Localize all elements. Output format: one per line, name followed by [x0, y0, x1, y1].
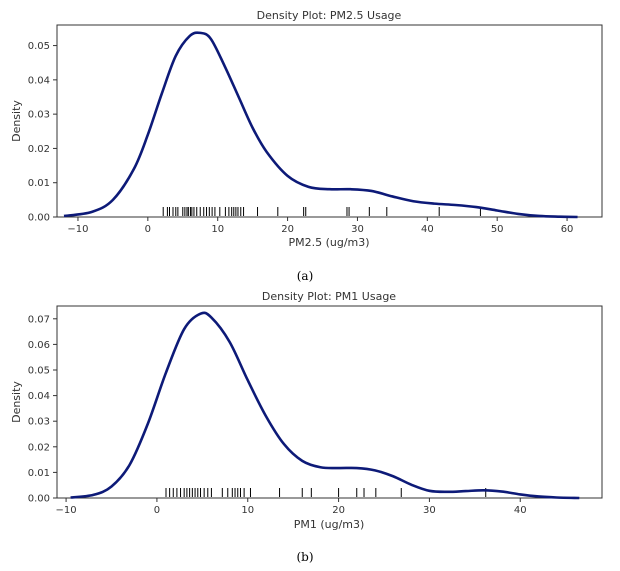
x-tick-label: 40	[514, 505, 527, 516]
rug-marks	[162, 207, 481, 216]
density-chart-pm1: Density Plot: PM1 Usage 0.00 0.01 0.02 0.03…	[10, 290, 603, 564]
y-tick-label: 0.01	[28, 178, 50, 189]
y-axis-label: Density	[10, 381, 23, 423]
y-tick-label: 0.03	[28, 110, 50, 121]
chart-title: Density Plot: PM1 Usage	[262, 290, 396, 303]
x-tick-label: 60	[561, 224, 574, 235]
x-ticks: −10 0 10 20 30 40	[56, 498, 527, 516]
y-tick-label: 0.00	[28, 213, 50, 224]
rug-marks	[165, 488, 487, 497]
x-ticks: −10 0 10 20 30 40 50 60	[67, 217, 573, 235]
y-tick-label: 0.04	[28, 391, 50, 402]
x-tick-label: 20	[332, 505, 345, 516]
y-tick-label: 0.05	[28, 366, 50, 377]
x-tick-label: 20	[281, 224, 294, 235]
y-tick-label: 0.02	[28, 442, 50, 453]
y-tick-label: 0.07	[28, 314, 50, 325]
x-axis-label: PM2.5 (ug/m3)	[288, 236, 369, 249]
figure-caption: (b)	[296, 550, 313, 564]
density-curve	[63, 31, 578, 219]
x-tick-label: −10	[56, 505, 77, 516]
x-tick-label: −10	[67, 224, 88, 235]
x-tick-label: 0	[154, 505, 160, 516]
y-tick-label: 0.06	[28, 340, 50, 351]
x-tick-label: 40	[421, 224, 434, 235]
density-chart-pm25: Density Plot: PM2.5 Usage 0.000.010.020.…	[10, 9, 603, 283]
y-axis-label: Density	[10, 100, 23, 142]
x-axis-label: PM1 (ug/m3)	[294, 518, 365, 531]
x-tick-label: 10	[241, 505, 254, 516]
figure-caption: (a)	[297, 269, 314, 283]
y-tick-label: 0.01	[28, 468, 50, 479]
x-tick-label: 10	[211, 224, 224, 235]
y-ticks: 0.00 0.01 0.02 0.03 0.04 0.05	[28, 41, 57, 224]
y-tick-label: 0.04	[28, 75, 50, 86]
x-tick-label: 30	[351, 224, 364, 235]
x-tick-label: 50	[491, 224, 504, 235]
density-curve	[70, 311, 580, 500]
chart-title: Density Plot: PM2.5 Usage	[257, 9, 402, 22]
x-tick-label: 30	[423, 505, 436, 516]
plot-frame	[56, 305, 603, 499]
y-ticks: 0.00 0.01 0.02 0.03 0.04 0.05 0.06 0.07	[28, 314, 57, 505]
y-tick-label: 0.05	[28, 41, 50, 52]
y-tick-label: 0.02	[28, 144, 50, 155]
plot-frame	[56, 24, 603, 218]
x-tick-label: 0	[145, 224, 151, 235]
y-tick-label: 0.03	[28, 417, 50, 428]
y-tick-label: 0.00	[28, 494, 50, 505]
